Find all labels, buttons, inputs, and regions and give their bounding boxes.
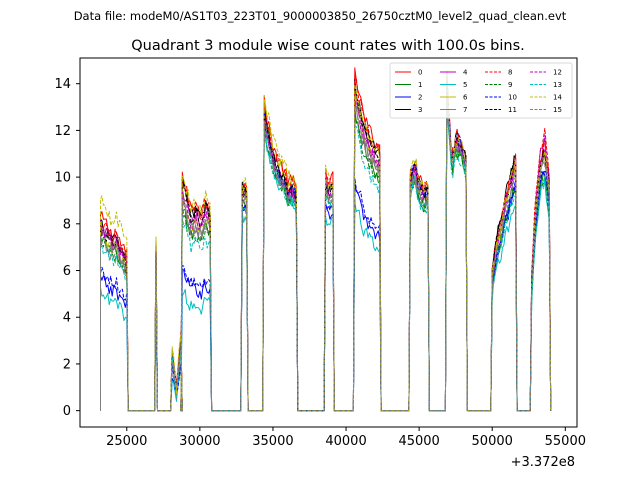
legend-label-15: 15 xyxy=(553,106,562,114)
x-tick-label: 35000 xyxy=(252,434,293,449)
series-layer xyxy=(100,67,552,412)
y-tick-label: 4 xyxy=(63,311,71,326)
legend-label-5: 5 xyxy=(463,81,467,89)
legend-label-11: 11 xyxy=(508,106,517,114)
legend-label-3: 3 xyxy=(418,106,422,114)
series-line-13 xyxy=(100,100,552,412)
series-line-11 xyxy=(100,72,552,412)
x-tick-label: 45000 xyxy=(398,434,439,449)
chart-suptitle: Data file: modeM0/AS1T03_223T01_90000038… xyxy=(74,9,567,23)
legend-label-2: 2 xyxy=(418,94,422,102)
axes-layer: 25000 30000 35000 40000 45000 50000 55000 0 2 4 6 8… xyxy=(54,57,586,449)
x-offset-label: +3.372e8 xyxy=(511,455,575,470)
y-tick-label: 0 xyxy=(63,404,71,419)
y-tick-label: 12 xyxy=(54,124,71,139)
legend-label-1: 1 xyxy=(418,81,422,89)
legend-label-9: 9 xyxy=(508,81,512,89)
x-tick-label: 50000 xyxy=(472,434,513,449)
x-tick-label: 25000 xyxy=(106,434,147,449)
plot-frame xyxy=(79,57,578,428)
series-line-10 xyxy=(100,78,552,412)
legend-label-4: 4 xyxy=(463,69,468,77)
series-line-12 xyxy=(100,90,552,412)
x-tick-label: 30000 xyxy=(179,434,220,449)
legend-label-0: 0 xyxy=(418,69,422,77)
chart-title: Quadrant 3 module wise count rates with … xyxy=(131,38,525,54)
y-tick-label: 14 xyxy=(54,77,71,92)
y-tick-label: 6 xyxy=(63,264,71,279)
series-line-15 xyxy=(100,84,552,412)
legend-box xyxy=(389,62,573,119)
y-tick-label: 8 xyxy=(63,217,71,232)
legend-label-8: 8 xyxy=(508,69,512,77)
legend-label-14: 14 xyxy=(553,94,562,102)
legend-label-12: 12 xyxy=(553,69,562,77)
legend-label-6: 6 xyxy=(463,94,468,102)
x-tick-label: 40000 xyxy=(325,434,366,449)
y-tick-label: 2 xyxy=(63,357,71,372)
legend-label-7: 7 xyxy=(463,106,467,114)
legend-label-13: 13 xyxy=(553,81,562,89)
legend-label-10: 10 xyxy=(508,94,517,102)
x-tick-label: 55000 xyxy=(545,434,586,449)
y-tick-label: 10 xyxy=(54,171,71,186)
